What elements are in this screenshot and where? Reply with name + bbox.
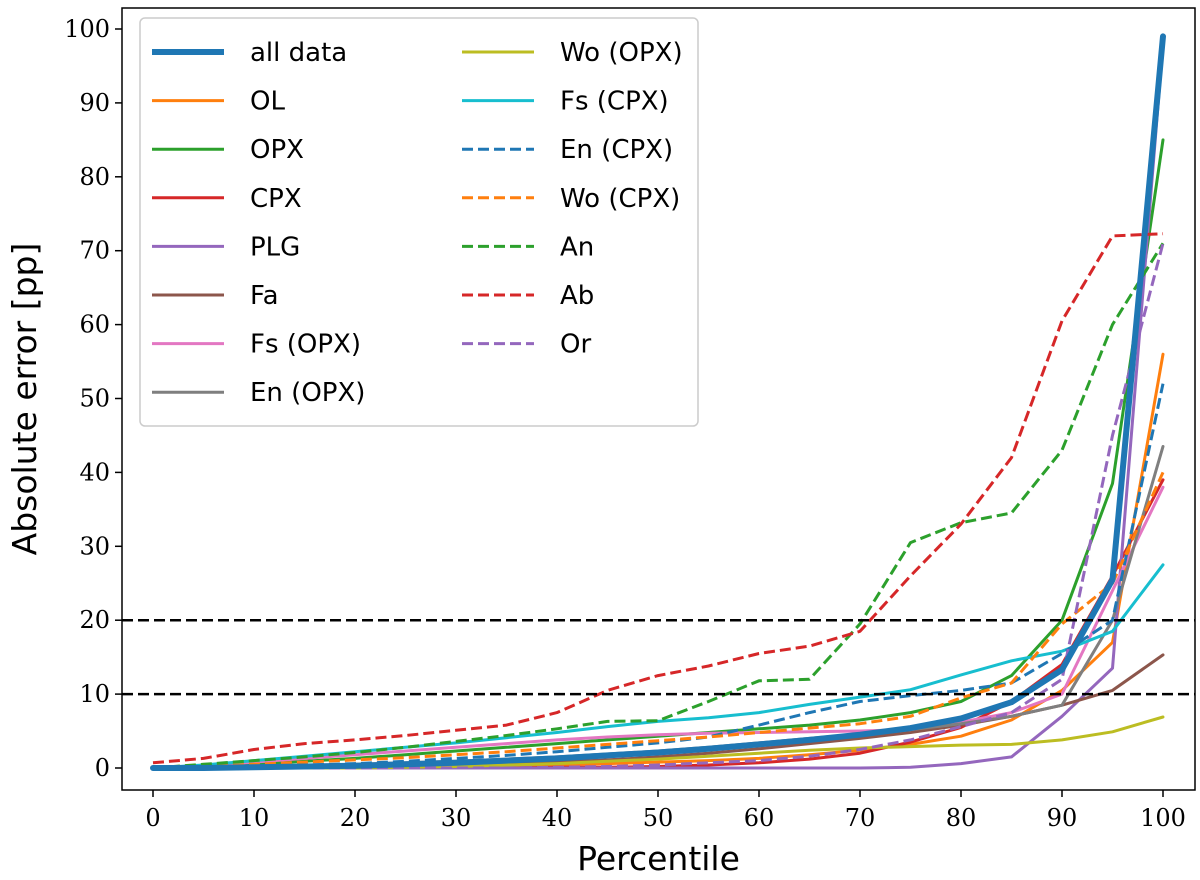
legend-label-fs-opx: Fs (OPX) [250,330,361,360]
series-line-ab [152,232,1164,765]
x-tick-label: 50 [643,804,674,832]
y-tick-label: 80 [79,163,110,191]
series-line-fs-opx [151,485,1165,770]
legend-label-or: Or [560,330,591,360]
series-line-all-data [150,33,1166,771]
series-line-wo-cpx [152,471,1165,770]
y-tick-label: 10 [79,680,110,708]
x-tick-label: 100 [1140,804,1186,832]
x-tick-label: 40 [542,804,573,832]
y-axis-label: Absolute error [pp] [5,243,44,556]
legend-label-opx: OPX [250,135,304,165]
legend-box [139,17,699,427]
y-tick-label: 40 [79,458,110,486]
legend-label-plg: PLG [250,232,300,262]
legend: all data OL OPX CPX PLG Fa Fs (OPX) En (OPX) Wo … [139,17,699,427]
x-tick-label: 30 [441,804,472,832]
reference-lines [122,618,1195,696]
legend-label-all-data: all data [250,38,347,68]
y-tick-label: 100 [64,15,110,43]
y-tick-label: 60 [79,311,110,339]
legend-label-en-opx: En (OPX) [250,378,365,408]
y-tick-label: 70 [79,237,110,265]
series-line-cpx [151,478,1165,770]
legend-label-ol: OL [250,87,285,117]
x-tick-label: 70 [845,804,876,832]
x-tick-label: 90 [1047,804,1078,832]
x-tick-label: 20 [340,804,371,832]
legend-label-fs-cpx: Fs (CPX) [560,87,669,117]
legend-label-cpx: CPX [250,184,302,214]
y-tick-label: 90 [79,89,110,117]
y-tick-label: 20 [79,606,110,634]
legend-label-wo-opx: Wo (OPX) [560,38,683,68]
x-tick-label: 10 [239,804,270,832]
legend-label-fa: Fa [250,281,279,311]
series-line-en-cpx [152,383,1165,770]
axis-ticks: 0 10 20 30 40 50 60 70 80 90 100 0 10 20 30 40 50 60 70 80 9… [64,15,1186,832]
legend-label-wo-cpx: Wo (CPX) [560,184,680,214]
legend-label-en-cpx: En (CPX) [560,135,673,165]
x-tick-label: 60 [744,804,775,832]
y-tick-label: 0 [95,754,110,782]
x-axis-label: Percentile [577,839,740,878]
legend-label-an: An [560,232,594,262]
y-tick-label: 50 [79,385,110,413]
x-tick-label: 80 [946,804,977,832]
series-lines [150,33,1166,771]
y-tick-label: 30 [79,532,110,560]
legend-label-ab: Ab [560,281,594,311]
series-line-an [152,242,1165,770]
x-tick-label: 0 [145,804,160,832]
